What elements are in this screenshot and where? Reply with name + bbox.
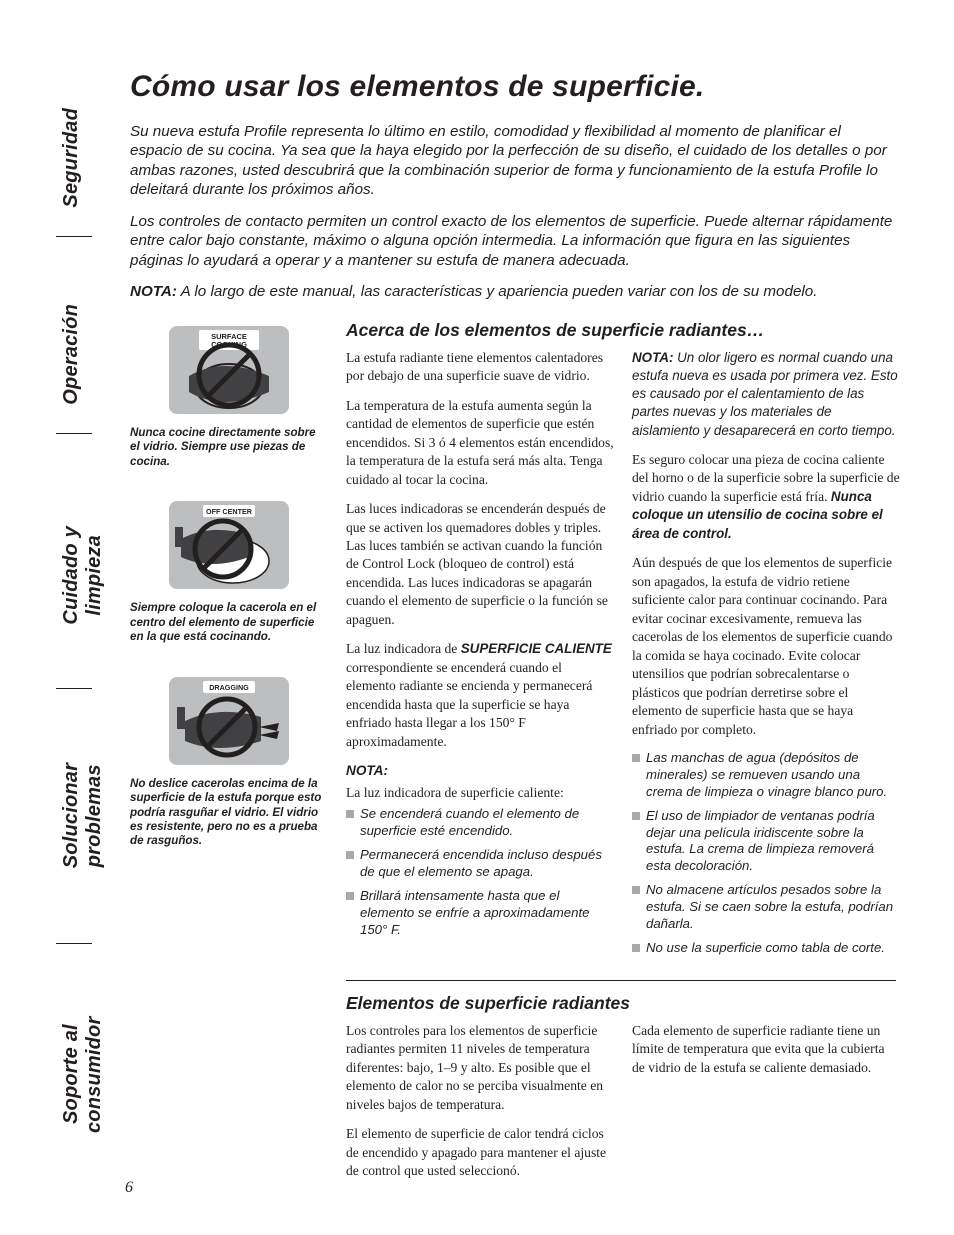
section-b-wrapper: Elementos de superficie radiantes Los co…: [346, 980, 896, 1192]
figure-caption-2: Siempre coloque la cacerola en el centro…: [130, 601, 328, 644]
figure-caption-1: Nunca cocine directamente sobre el vidri…: [130, 426, 328, 469]
section-a-grid: SURFACE COOKING Nunca cocine directament…: [130, 320, 896, 964]
sa-c2-p4-lead: La luz indicadora de: [346, 641, 461, 656]
sa-c3-b3: No almacene artículos pesados sobre la e…: [632, 882, 900, 933]
section-b-grid: Los controles para los elementos de supe…: [346, 1022, 896, 1192]
tab-cuidado: Cuidado y limpieza: [56, 473, 92, 678]
tab-divider: [56, 433, 92, 434]
figure-surface-cooking: SURFACE COOKING Nunca cocine directament…: [130, 320, 328, 469]
intro-paragraph-2: Los controles de contacto permiten un co…: [130, 212, 896, 270]
tab-solucionar: Solucionar problemas: [56, 699, 92, 932]
page-title: Cómo usar los elementos de superficie.: [130, 70, 896, 104]
sa-c2-nota-label: NOTA:: [346, 762, 614, 780]
section-a-heading: Acerca de los elementos de superficie ra…: [346, 320, 900, 341]
svg-text:DRAGGING: DRAGGING: [209, 683, 249, 692]
tab-seguridad: Seguridad: [56, 90, 92, 226]
sa-c2-p4-rest: correspondiente se encenderá cuando el e…: [346, 660, 592, 749]
section-rule: [346, 980, 896, 981]
section-a-col3: NOTA: Un olor ligero es normal cuando un…: [632, 349, 900, 964]
sa-c3-bullets: Las manchas de agua (depósitos de minera…: [632, 750, 900, 957]
section-b-col3: Cada elemento de superficie radiante tie…: [632, 1022, 900, 1192]
sa-c3-p2: Es seguro colocar una pieza de cocina ca…: [632, 451, 900, 543]
figure-off-center: OFF CENTER Siempre coloque la cacerola e…: [130, 495, 328, 644]
sa-c2-nota-intro: La luz indicadora de superficie caliente…: [346, 784, 614, 802]
sb-c2-p1: Los controles para los elementos de supe…: [346, 1022, 614, 1114]
page-number: 6: [125, 1179, 133, 1197]
sa-c2-b2: Permanecerá encendida incluso después de…: [346, 847, 614, 881]
sa-c2-bullets: Se encenderá cuando el elemento de super…: [346, 806, 614, 938]
tab-divider: [56, 943, 92, 944]
figure-column: SURFACE COOKING Nunca cocine directament…: [130, 320, 328, 964]
sa-c2-b1: Se encenderá cuando el elemento de super…: [346, 806, 614, 840]
tab-divider: [56, 236, 92, 237]
section-b-col2: Los controles para los elementos de supe…: [346, 1022, 614, 1192]
figure-caption-3: No deslice cacerolas encima de la superf…: [130, 777, 328, 849]
side-tabs: Seguridad Operación Cuidado y limpieza S…: [56, 90, 92, 1195]
section-b-heading: Elementos de superficie radiantes: [346, 993, 896, 1014]
tab-divider: [56, 688, 92, 689]
sb-c3-p1: Cada elemento de superficie radiante tie…: [632, 1022, 900, 1077]
manual-page: Seguridad Operación Cuidado y limpieza S…: [0, 0, 954, 1235]
sa-c3-b1: Las manchas de agua (depósitos de minera…: [632, 750, 900, 801]
section-a-col2: La estufa radiante tiene elementos calen…: [346, 349, 614, 964]
figure-image-3: DRAGGING: [163, 671, 295, 771]
sa-c3-nota-label: NOTA:: [632, 350, 673, 365]
figure-image-1: SURFACE COOKING: [163, 320, 295, 420]
intro-nota-text: A lo largo de este manual, las caracterí…: [177, 283, 817, 300]
sa-c3-nota: NOTA: Un olor ligero es normal cuando un…: [632, 349, 900, 440]
sa-c2-p4-bold: SUPERFICIE CALIENTE: [461, 641, 612, 656]
svg-text:OFF CENTER: OFF CENTER: [206, 507, 253, 516]
sa-c2-p1: La estufa radiante tiene elementos calen…: [346, 349, 614, 386]
sa-c2-p3: Las luces indicadoras se encenderán desp…: [346, 500, 614, 629]
sa-c2-p2: La temperatura de la estufa aumenta segú…: [346, 397, 614, 489]
intro-paragraph-3: NOTA: A lo largo de este manual, las car…: [130, 282, 896, 301]
sa-c3-b2: El uso de limpiador de ventanas podría d…: [632, 808, 900, 876]
figure-dragging: DRAGGING No deslice cacerolas encima de …: [130, 671, 328, 849]
content: Cómo usar los elementos de superficie. S…: [130, 70, 896, 1192]
figure-image-2: OFF CENTER: [163, 495, 295, 595]
sa-c2-b3: Brillará intensamente hasta que el eleme…: [346, 888, 614, 939]
intro-paragraph-1: Su nueva estufa Profile representa lo úl…: [130, 122, 896, 200]
sa-c2-p4: La luz indicadora de SUPERFICIE CALIENTE…: [346, 640, 614, 751]
sb-c2-p2: El elemento de superficie de calor tendr…: [346, 1125, 614, 1180]
tab-operacion: Operación: [56, 286, 92, 423]
tab-soporte: Soporte al consumidor: [56, 954, 92, 1195]
sa-c3-p3: Aún después de que los elementos de supe…: [632, 554, 900, 739]
sa-c3-b4: No use la superficie como tabla de corte…: [632, 940, 900, 957]
nota-label: NOTA:: [130, 283, 177, 300]
